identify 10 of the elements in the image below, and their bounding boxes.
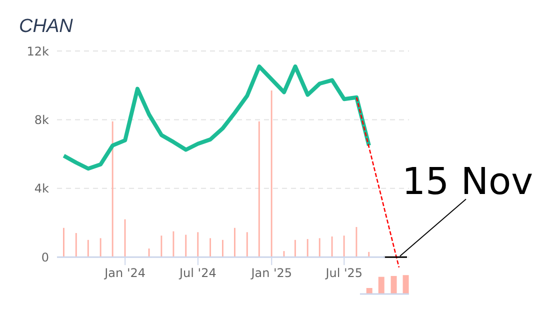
y-tick-label: 4k <box>34 182 50 196</box>
x-tick-label: Jul '25 <box>324 266 363 280</box>
y-tick-label: 12k <box>26 44 50 58</box>
x-tick-label: Jan '25 <box>250 266 292 280</box>
annotation: 15 Nov <box>402 160 534 204</box>
y-tick-label: 0 <box>41 250 49 264</box>
x-tick-label: Jan '24 <box>104 266 146 280</box>
x-tick-label: Jul '24 <box>178 266 216 280</box>
y-tick-label: 8k <box>34 112 50 127</box>
chart-title: CHAN <box>19 16 73 38</box>
